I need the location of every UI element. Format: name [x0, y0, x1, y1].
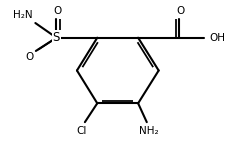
Text: NH₂: NH₂ — [139, 126, 159, 136]
Text: O: O — [26, 52, 34, 62]
Text: S: S — [53, 31, 60, 44]
Text: H₂N: H₂N — [13, 10, 33, 20]
Text: O: O — [54, 6, 62, 16]
Text: O: O — [177, 6, 185, 16]
Text: OH: OH — [209, 33, 225, 43]
Text: Cl: Cl — [76, 126, 86, 136]
